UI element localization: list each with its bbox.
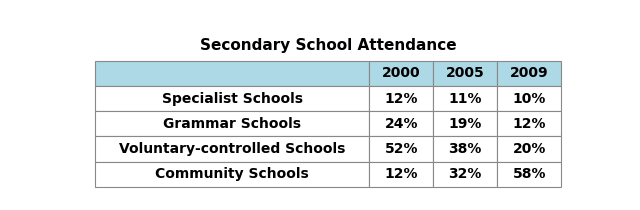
Text: Secondary School Attendance: Secondary School Attendance — [200, 38, 456, 53]
